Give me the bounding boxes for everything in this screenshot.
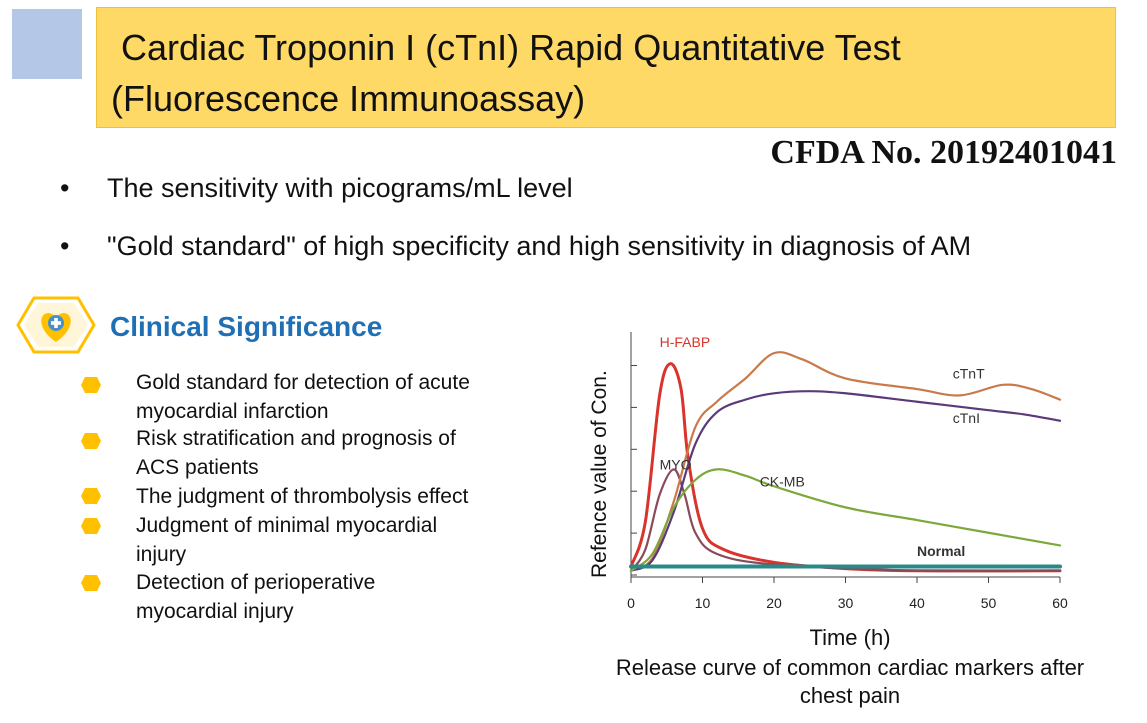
series-line-h-fabp	[629, 362, 1062, 573]
series-line-myo	[629, 468, 1062, 573]
series-line-ck-mb	[629, 468, 1062, 572]
x-tick-label: 0	[627, 595, 635, 611]
item-line: injury	[136, 543, 187, 566]
chart-labels-group: H-FABP cTnT cTnI MYO CK-MB Normal	[660, 334, 985, 559]
accent-square	[12, 9, 82, 79]
clinical-significance-title: Clinical Significance	[110, 311, 383, 342]
x-tick-label: 20	[766, 595, 782, 611]
title-line-1: Cardiac Troponin I (cTnI) Rapid Quantita…	[121, 27, 901, 68]
series-label-myo: MYO	[660, 456, 692, 472]
hexagon-bullet-icon	[81, 518, 101, 534]
significance-item: Risk stratification and prognosis of ACS…	[136, 424, 556, 482]
hexagon-bullet-icon	[81, 433, 101, 449]
x-tick-label: 60	[1052, 595, 1068, 611]
cfda-number: CFDA No. 20192401041	[770, 134, 1117, 171]
chart-axes: 0 10 20 30 40 50 60	[627, 332, 1068, 611]
x-tick-label: 50	[981, 595, 997, 611]
series-label-normal: Normal	[917, 543, 965, 559]
hexagon-bullet-icon	[81, 377, 101, 393]
item-line: myocardial infarction	[136, 400, 329, 423]
x-tick-label: 40	[909, 595, 925, 611]
x-tick-label: 10	[695, 595, 711, 611]
item-line: Detection of perioperative	[136, 571, 376, 594]
series-label-h-fabp: H-FABP	[660, 334, 711, 350]
chart-caption: Release curve of common cardiac markers …	[615, 655, 1085, 708]
item-line: myocardial injury	[136, 600, 294, 623]
bullet-dot: •	[60, 231, 70, 261]
item-line: Judgment of minimal myocardial	[136, 514, 438, 537]
item-line: The judgment of thrombolysis effect	[136, 485, 469, 508]
title-line-2: (Fluorescence Immunoassay)	[111, 78, 586, 119]
significance-item: Judgment of minimal myocardial injury	[136, 511, 556, 569]
bullet-text: "Gold standard" of high specificity and …	[107, 231, 972, 261]
item-line: Risk stratification and prognosis of	[136, 427, 456, 450]
chart-series-group	[629, 351, 1062, 573]
y-axis-label: Refence value of Con.	[588, 370, 611, 578]
hexagon-bullet-icon	[81, 488, 101, 504]
significance-item: Gold standard for detection of acute myo…	[136, 368, 556, 426]
significance-item: The judgment of thrombolysis effect	[136, 482, 556, 511]
significance-item: Detection of perioperative myocardial in…	[136, 568, 556, 626]
x-tick-label: 30	[838, 595, 854, 611]
item-line: ACS patients	[136, 456, 259, 479]
bullet-dot: •	[60, 173, 70, 203]
heart-plus-icon	[16, 296, 96, 354]
series-label-ctni: cTnI	[953, 410, 980, 426]
hexagon-bullet-icon	[81, 575, 101, 591]
release-curve-chart: 0 10 20 30 40 50 60 H-FABP cTnT cTnI MYO CK-MB Norm…	[588, 332, 1068, 611]
title-banner: Cardiac Troponin I (cTnI) Rapid Quantita…	[96, 7, 1116, 128]
series-label-ctnt: cTnT	[953, 365, 985, 381]
x-axis-label: Time (h)	[809, 625, 891, 650]
series-label-ck-mb: CK-MB	[760, 473, 805, 489]
series-line-ctnt	[629, 351, 1062, 572]
item-line: Gold standard for detection of acute	[136, 371, 470, 394]
bullet-text: The sensitivity with picograms/mL level	[107, 173, 573, 203]
series-line-ctni	[629, 390, 1062, 572]
